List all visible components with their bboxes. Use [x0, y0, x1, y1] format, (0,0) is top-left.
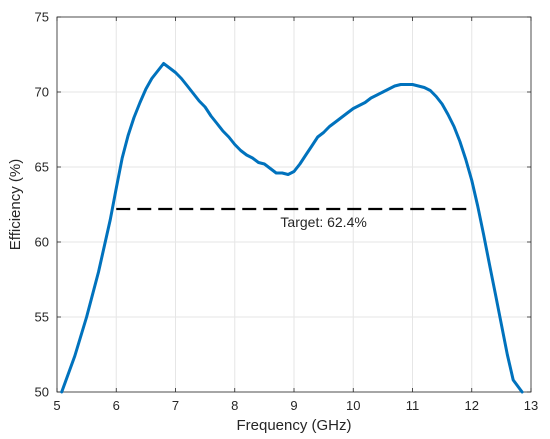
y-axis-label: Efficiency (%) [7, 159, 24, 250]
efficiency-series-line [60, 62, 524, 394]
tick-layer: 5 6 7 8 9 10 11 12 13 50 55 60 65 70 75 [35, 10, 539, 414]
x-tick-label: 11 [406, 398, 420, 413]
y-tick-label: 60 [35, 235, 49, 250]
x-axis-label: Frequency (GHz) [236, 417, 351, 434]
y-tick-label: 75 [35, 10, 49, 25]
target-annotation-label: Target: 62.4% [280, 214, 366, 230]
x-tick-label: 12 [465, 398, 479, 413]
y-tick-label: 65 [35, 160, 49, 175]
x-tick-label: 9 [290, 398, 297, 413]
x-tick-label: 10 [346, 398, 360, 413]
x-tick-label: 6 [113, 398, 120, 413]
y-tick-label: 70 [35, 85, 49, 100]
annotation-layer: Target: 62.4% [280, 214, 366, 230]
y-tick-label: 50 [35, 385, 49, 400]
x-tick-label: 8 [231, 398, 238, 413]
x-tick-label: 7 [172, 398, 179, 413]
series-layer [60, 62, 524, 394]
x-tick-label: 13 [524, 398, 538, 413]
y-tick-label: 55 [35, 310, 49, 325]
x-tick-label: 5 [53, 398, 60, 413]
grid-layer [56, 16, 532, 393]
